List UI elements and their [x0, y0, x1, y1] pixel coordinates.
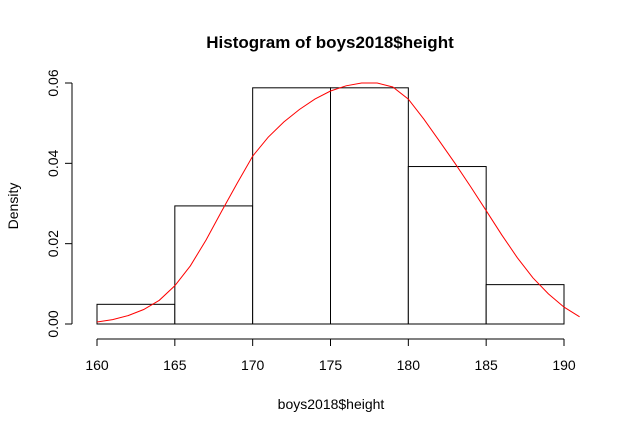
x-axis-label: boys2018$height — [278, 396, 385, 412]
x-tick-label: 190 — [552, 357, 576, 373]
x-tick-label: 170 — [241, 357, 265, 373]
x-tick-label: 160 — [85, 357, 109, 373]
y-tick-label: 0.06 — [45, 69, 61, 96]
y-tick-label: 0.04 — [45, 149, 61, 176]
x-tick-label: 165 — [163, 357, 187, 373]
histogram-bar-185-190 — [485, 284, 565, 325]
x-tick-label: 180 — [397, 357, 421, 373]
density-curve-line — [96, 82, 580, 323]
density-curve-group — [96, 82, 580, 323]
y-tick-label: 0.02 — [45, 230, 61, 257]
x-tick-label: 175 — [319, 357, 343, 373]
histogram-bar-160-165 — [96, 303, 176, 325]
y-tick-label: 0.00 — [45, 310, 61, 337]
histogram-bar-180-185 — [407, 166, 487, 325]
y-axis: 0.00 0.02 0.04 0.06 — [45, 69, 73, 338]
histogram-bars — [96, 87, 565, 325]
histogram-bar-175-180 — [330, 87, 409, 325]
histogram-bar-170-175 — [252, 87, 332, 325]
x-axis: 160 165 170 175 180 185 190 — [85, 338, 576, 373]
chart-title: Histogram of boys2018$height — [206, 33, 454, 52]
y-axis-label: Density — [5, 183, 21, 230]
x-tick-label: 185 — [474, 357, 498, 373]
histogram-bar-165-170 — [174, 205, 254, 325]
